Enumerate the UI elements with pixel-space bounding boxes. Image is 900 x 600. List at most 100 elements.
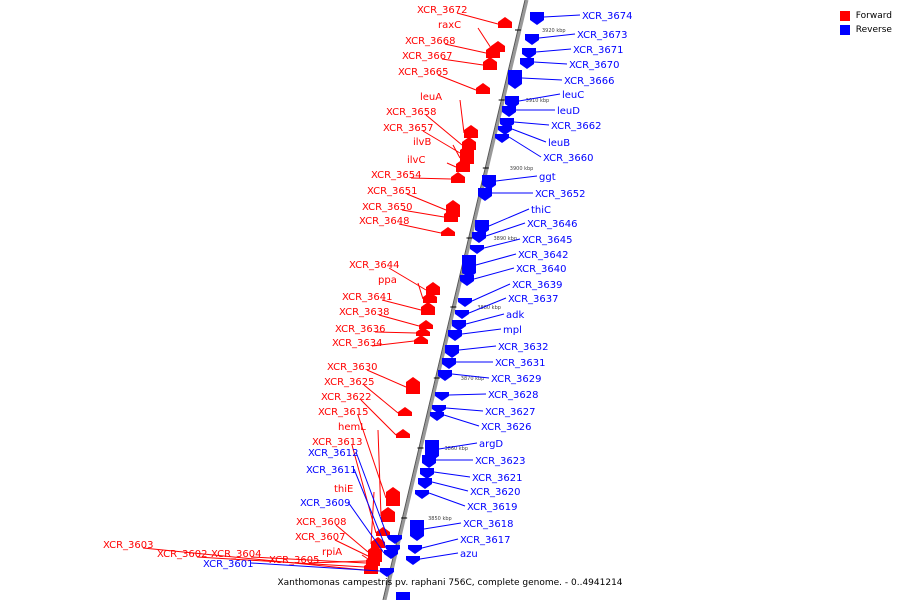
reverse-gene-arrow — [380, 568, 394, 577]
forward-gene-label: XCR_3672 — [417, 5, 468, 16]
reverse-gene-leader — [518, 93, 561, 102]
reverse-gene-label: XCR_3627 — [485, 407, 536, 418]
reverse-gene-label: XCR_3601 — [203, 559, 254, 570]
forward-gene-leader — [425, 114, 463, 146]
forward-gene-leader — [401, 209, 445, 218]
reverse-gene-leader — [355, 451, 389, 539]
forward-gene-label: XCR_3613 — [312, 437, 363, 448]
forward-gene-label: XCR_3665 — [398, 67, 449, 78]
reverse-gene-arrow — [418, 478, 432, 489]
forward-gene-leader — [406, 193, 447, 211]
forward-gene-leader — [477, 27, 492, 49]
forward-gene-label: XCR_3603 — [103, 540, 154, 551]
reverse-gene-leader — [513, 121, 550, 126]
reverse-gene-leader — [443, 414, 480, 427]
forward-gene-arrow — [456, 159, 470, 172]
reverse-gene-arrow — [384, 550, 398, 559]
reverse-gene-label: leuC — [562, 90, 584, 101]
reverse-gene-label: XCR_3619 — [467, 502, 518, 513]
forward-gene-label: raxC — [438, 20, 461, 31]
reverse-gene-label: mpl — [503, 325, 522, 336]
reverse-gene-label: XCR_3628 — [488, 390, 539, 401]
reverse-gene-leader — [431, 481, 469, 492]
forward-gene-label: XCR_3636 — [335, 324, 386, 335]
reverse-gene-arrow — [420, 468, 434, 479]
forward-gene-leader — [142, 547, 365, 571]
forward-gene-leader — [444, 43, 487, 54]
reverse-gene-leader — [511, 128, 547, 143]
reverse-gene-leader — [419, 552, 459, 560]
reverse-gene-label: XCR_3621 — [472, 473, 523, 484]
reverse-gene-leader — [445, 407, 484, 412]
forward-gene-leader — [398, 223, 442, 234]
reverse-swatch — [839, 25, 850, 35]
reverse-gene-arrow — [422, 455, 436, 468]
reverse-gene-arrow — [525, 34, 539, 45]
reverse-gene-label: ggt — [539, 172, 556, 183]
forward-gene-label: XCR_3625 — [324, 377, 375, 388]
forward-gene-arrow — [423, 292, 437, 303]
forward-gene-label: thiE — [334, 484, 353, 495]
forward-gene-label: leuA — [420, 92, 442, 103]
legend-forward: Forward — [839, 9, 892, 23]
forward-gene-leader — [377, 429, 382, 517]
reverse-gene-leader — [488, 208, 530, 227]
forward-gene-label: XCR_3634 — [332, 338, 383, 349]
reverse-gene-label: leuD — [557, 106, 580, 117]
reverse-gene-leader — [353, 468, 387, 549]
forward-gene-label: XCR_3604 — [211, 549, 262, 560]
reverse-gene-label: leuB — [548, 138, 570, 149]
forward-gene-leader — [335, 524, 369, 553]
forward-gene-leader — [378, 314, 420, 327]
reverse-gene-leader — [433, 471, 471, 478]
reverse-gene-label: XCR_3642 — [518, 250, 569, 261]
tick-label: 3910 kbp — [526, 98, 550, 104]
forward-gene-label: XCR_3605 — [269, 555, 320, 566]
forward-gene-arrow — [419, 320, 433, 329]
reverse-gene-leader — [471, 283, 511, 302]
tick-label: 3920 kbp — [542, 28, 566, 34]
forward-gene-arrow — [441, 227, 455, 236]
reverse-gene-leader — [428, 492, 466, 507]
forward-gene-label: ppa — [378, 275, 397, 286]
forward-gene-leader — [456, 12, 499, 25]
reverse-gene-leader — [535, 48, 572, 53]
reverse-gene-leader — [485, 222, 526, 237]
forward-gene-label: XCR_3607 — [295, 532, 346, 543]
reverse-gene-leader — [461, 328, 502, 335]
forward-gene-label: XCR_3650 — [362, 202, 413, 213]
reverse-gene-label: XCR_3673 — [577, 30, 628, 41]
reverse-gene-label: XCR_3620 — [470, 487, 521, 498]
reverse-gene-arrow — [430, 412, 444, 421]
reverse-gene-arrow — [508, 70, 522, 89]
forward-gene-arrow — [464, 125, 478, 138]
reverse-gene-leader — [423, 522, 462, 530]
forward-gene-leader — [363, 384, 399, 414]
forward-gene-label: XCR_3648 — [359, 216, 410, 227]
tick-label: 3850 kbp — [428, 516, 452, 522]
forward-gene-arrow — [486, 45, 500, 58]
forward-swatch — [839, 11, 850, 21]
forward-gene-leader — [366, 369, 407, 388]
reverse-gene-arrow — [522, 48, 536, 59]
reverse-gene-label: thiC — [531, 205, 551, 216]
reverse-gene-label: XCR_3629 — [491, 374, 542, 385]
map-caption: Xanthomonas campestris pv. raphani 756C,… — [277, 578, 623, 588]
forward-gene-arrow — [444, 209, 458, 222]
forward-gene-arrow — [396, 429, 410, 438]
forward-gene-label: ilvB — [413, 137, 431, 148]
forward-gene-leader — [196, 556, 365, 568]
forward-gene-label: XCR_3602 — [157, 549, 208, 560]
reverse-gene-label: XCR_3662 — [551, 121, 602, 132]
forward-gene-label: XCR_3622 — [321, 392, 372, 403]
forward-gene-leader — [446, 162, 457, 168]
forward-gene-label: XCR_3657 — [383, 123, 434, 134]
forward-gene-arrow — [381, 507, 395, 522]
forward-gene-arrow — [416, 327, 430, 336]
forward-gene-leader — [361, 554, 369, 560]
reverse-gene-arrow — [475, 220, 489, 235]
reverse-gene-arrow — [442, 358, 456, 369]
reverse-gene-label: XCR_3637 — [508, 294, 559, 305]
reverse-gene-leader — [468, 297, 507, 314]
